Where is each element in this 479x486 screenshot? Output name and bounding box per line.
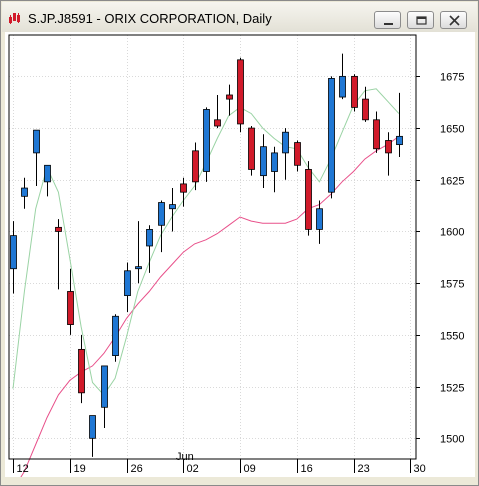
candle-body bbox=[271, 152, 278, 172]
candle-body bbox=[101, 365, 108, 408]
candle-body bbox=[21, 187, 28, 197]
candle-body bbox=[385, 140, 392, 154]
plot-border bbox=[8, 34, 417, 460]
minimize-button[interactable] bbox=[374, 11, 401, 29]
candle-body bbox=[44, 164, 51, 183]
candle-body bbox=[55, 226, 62, 232]
grid-lines bbox=[9, 35, 416, 459]
maximize-button[interactable] bbox=[407, 11, 434, 29]
price-chart: 1500 1525 1550 1575 1600 1625 1650 1675 12 19 26 0… bbox=[5, 32, 475, 486]
candle-body bbox=[396, 135, 403, 146]
candle-body bbox=[282, 131, 289, 154]
month-label: Jun bbox=[176, 451, 194, 463]
candle-body bbox=[305, 169, 312, 230]
window-title: S.JP.J8591 - ORIX CORPORATION, Daily bbox=[28, 11, 272, 26]
maximize-icon bbox=[416, 16, 427, 25]
x-tick-label: 12 bbox=[17, 463, 29, 475]
x-tick-label: 02 bbox=[187, 463, 199, 475]
title-bar[interactable]: S.JP.J8591 - ORIX CORPORATION, Daily bbox=[2, 2, 477, 32]
candle-body bbox=[146, 229, 153, 247]
x-tick-label: 30 bbox=[414, 463, 426, 475]
candle-body bbox=[203, 109, 210, 172]
candle-body bbox=[112, 315, 119, 356]
candle-body bbox=[351, 75, 358, 108]
candle-body bbox=[362, 98, 369, 121]
candle-body bbox=[339, 75, 346, 98]
candle-body bbox=[226, 94, 233, 100]
candle-body bbox=[260, 146, 267, 177]
x-tick-label: 26 bbox=[131, 463, 143, 475]
candle-body bbox=[67, 291, 74, 325]
y-tick-label: 1650 bbox=[440, 124, 464, 136]
y-axis: 1500 1525 1550 1575 1600 1625 1650 1675 bbox=[416, 72, 464, 446]
candle-body bbox=[10, 235, 17, 270]
close-icon bbox=[449, 15, 460, 26]
candle-body bbox=[373, 119, 380, 150]
candle-body bbox=[294, 142, 301, 166]
y-tick-label: 1600 bbox=[440, 227, 464, 239]
candle-body bbox=[180, 183, 187, 193]
candle-body bbox=[33, 129, 40, 154]
candle-body bbox=[237, 59, 244, 125]
chart-area: 1500 1525 1550 1575 1600 1625 1650 1675 12 19 26 0… bbox=[5, 32, 475, 486]
candle-body bbox=[169, 204, 176, 210]
close-button[interactable] bbox=[440, 11, 467, 29]
y-tick-label: 1525 bbox=[440, 383, 464, 395]
candle-body bbox=[328, 78, 335, 193]
y-tick-label: 1625 bbox=[440, 176, 464, 188]
x-axis: 12 19 26 02 09 16 23 30 Jun bbox=[13, 451, 426, 475]
candle-body bbox=[192, 150, 199, 183]
candle-body bbox=[316, 208, 323, 230]
x-tick-label: 19 bbox=[74, 463, 86, 475]
candle-body bbox=[135, 266, 142, 270]
candle-body bbox=[89, 415, 96, 439]
candle-body bbox=[124, 270, 131, 297]
candle-body bbox=[158, 202, 165, 226]
y-tick-label: 1550 bbox=[440, 331, 464, 343]
y-tick-label: 1575 bbox=[440, 279, 464, 291]
minimize-icon bbox=[384, 23, 393, 25]
candle-body bbox=[248, 127, 255, 170]
candlesticks bbox=[10, 53, 403, 457]
candle-body bbox=[214, 119, 221, 127]
x-tick-label: 23 bbox=[358, 463, 370, 475]
y-tick-label: 1500 bbox=[440, 434, 464, 446]
x-tick-label: 09 bbox=[244, 463, 256, 475]
candle-body bbox=[78, 348, 85, 394]
y-tick-label: 1675 bbox=[440, 72, 464, 84]
x-tick-label: 16 bbox=[301, 463, 313, 475]
chart-app-icon bbox=[9, 13, 20, 24]
